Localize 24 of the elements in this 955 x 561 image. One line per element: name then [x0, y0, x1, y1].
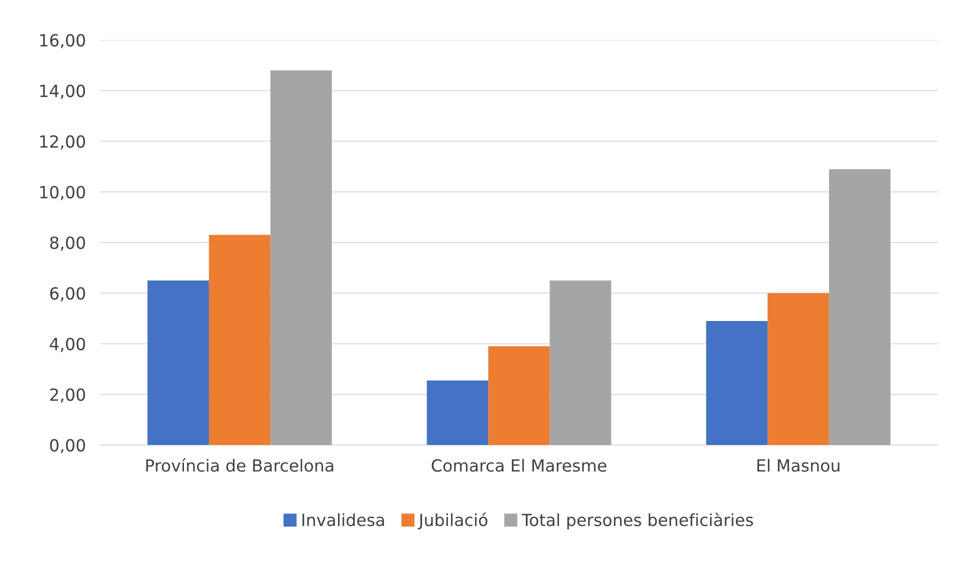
x-tick-label: Província de Barcelona: [146, 458, 334, 472]
y-tick-label: 12,00: [40, 135, 86, 150]
bar: [550, 280, 612, 445]
bar: [488, 346, 550, 445]
bar: [706, 320, 768, 445]
legend-label: Invalidesa: [302, 513, 384, 526]
y-tick-label: 8,00: [50, 236, 86, 251]
x-tick-label: El Masnou: [757, 458, 840, 472]
y-tick-label: 10,00: [40, 186, 86, 200]
legend-label: Jubilació: [418, 512, 488, 530]
y-tick-label: 4,00: [50, 338, 86, 352]
y-tick-label: 6,00: [50, 287, 86, 302]
x-tick-label: Comarca El Maresme: [432, 458, 606, 472]
y-tick-label: 16,00: [40, 34, 86, 48]
bar: [829, 169, 891, 445]
bar: [208, 234, 270, 445]
legend-label: Total persones beneficiàries: [522, 512, 753, 530]
bar: [147, 280, 209, 445]
y-tick-label: 14,00: [40, 84, 86, 99]
bar: [270, 70, 332, 445]
bar: [768, 293, 830, 445]
y-tick-label: 0,00: [50, 438, 86, 454]
y-tick-label: 2,00: [50, 388, 86, 403]
bar: [426, 380, 488, 445]
